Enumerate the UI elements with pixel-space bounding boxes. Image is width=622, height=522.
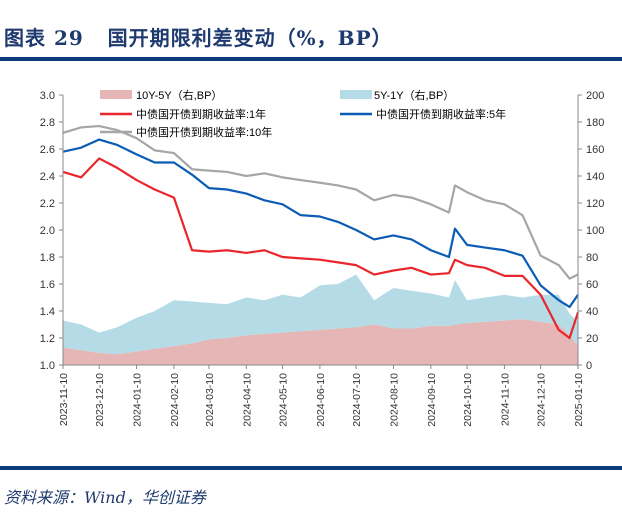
y-left-tick-label: 1.6 bbox=[40, 279, 55, 291]
y-right-tick-label: 180 bbox=[586, 117, 604, 129]
y-right-tick-label: 100 bbox=[586, 225, 604, 237]
x-tick-label: 2024-04-10 bbox=[241, 373, 253, 427]
y-left-tick-label: 2.0 bbox=[40, 225, 55, 237]
x-tick-label: 2024-03-10 bbox=[204, 373, 216, 427]
x-tick-label: 2024-08-10 bbox=[388, 373, 400, 427]
chart: 1.0 1.2 1.4 1.6 1.8 2.0 2.2 2.4 2.6 2.8 3.0 0 20 40 60… bbox=[40, 88, 605, 427]
x-tick-label: 2024-12-10 bbox=[536, 373, 548, 427]
y-right-tick-label: 20 bbox=[586, 333, 598, 345]
line-1y bbox=[62, 157, 580, 340]
page-title: 图表 29 国开期限利差变动（%，BP） bbox=[4, 26, 393, 50]
x-tick-label: 2023-12-10 bbox=[94, 373, 106, 427]
legend-label-10y: 中债国开债到期收益率:10年 bbox=[136, 125, 272, 139]
legend: 10Y-5Y（右,BP） 5Y-1Y（右,BP） 中债国开债到期收益率:1年 中… bbox=[100, 88, 506, 139]
x-tick-label: 2023-11-10 bbox=[58, 373, 70, 426]
title-divider bbox=[0, 57, 622, 61]
y-left-tick-label: 1.8 bbox=[40, 252, 55, 264]
y-right-tick-label: 60 bbox=[586, 279, 598, 291]
legend-label-10y5y: 10Y-5Y（右,BP） bbox=[136, 88, 222, 102]
source-note: 资料来源：Wind，华创证券 bbox=[4, 488, 206, 507]
area-10y-5y bbox=[63, 319, 578, 365]
y-left-tick-label: 2.2 bbox=[40, 198, 55, 210]
x-tick-label: 2024-06-10 bbox=[315, 373, 327, 427]
y-right-tick-label: 120 bbox=[586, 198, 604, 210]
footer-divider bbox=[0, 466, 622, 470]
y-right-tick-label: 80 bbox=[586, 252, 598, 264]
area-5y-1y bbox=[63, 274, 578, 355]
y-left-tick-label: 1.0 bbox=[40, 360, 55, 372]
y-left-tick-label: 1.2 bbox=[40, 333, 55, 345]
y-left-tick-label: 3.0 bbox=[40, 90, 55, 102]
y-left-tick-label: 2.8 bbox=[40, 117, 55, 129]
y-right-tick-label: 140 bbox=[586, 171, 604, 183]
legend-swatch-5y1y bbox=[340, 90, 372, 99]
y-left-tick-label: 2.6 bbox=[40, 144, 55, 156]
x-tick-label: 2024-11-10 bbox=[499, 373, 511, 426]
y-right-tick-label: 40 bbox=[586, 306, 598, 318]
x-tick-label: 2024-10-10 bbox=[462, 373, 474, 427]
x-tick-label: 2024-05-10 bbox=[278, 373, 290, 427]
y-right-tick-label: 200 bbox=[586, 90, 604, 102]
line-10y bbox=[62, 124, 579, 280]
legend-swatch-10y5y bbox=[100, 90, 132, 99]
y-right-tick-label: 0 bbox=[586, 360, 592, 372]
x-tick-label: 2024-09-10 bbox=[426, 373, 438, 427]
legend-label-5y: 中债国开债到期收益率:5年 bbox=[376, 107, 506, 121]
y-left-tick-label: 2.4 bbox=[40, 171, 55, 183]
y-right-tick-label: 160 bbox=[586, 144, 604, 156]
x-tick-label: 2024-01-10 bbox=[132, 373, 144, 427]
x-tick-label: 2024-07-10 bbox=[351, 373, 363, 427]
x-tick-label: 2025-01-10 bbox=[573, 373, 585, 427]
x-tick-label: 2024-02-10 bbox=[169, 373, 181, 427]
legend-label-5y1y: 5Y-1Y（右,BP） bbox=[374, 88, 454, 102]
legend-label-1y: 中债国开债到期收益率:1年 bbox=[136, 107, 266, 121]
y-left-tick-label: 1.4 bbox=[40, 306, 55, 318]
line-5y bbox=[62, 138, 579, 309]
